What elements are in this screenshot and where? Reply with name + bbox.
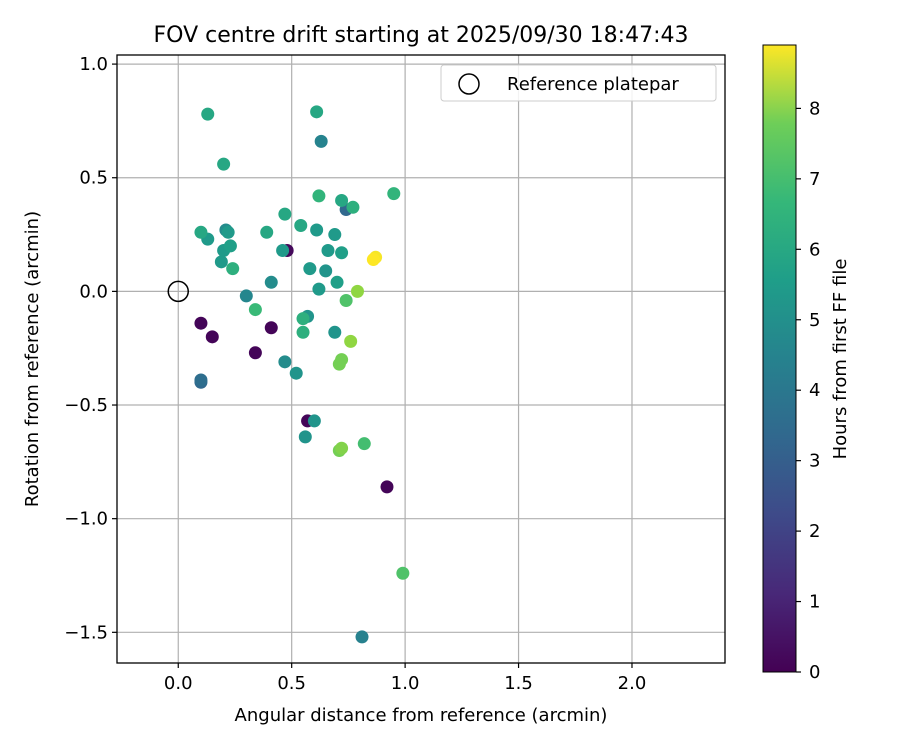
- data-point: [194, 316, 208, 330]
- x-tick-label: 0.5: [277, 673, 306, 694]
- data-point: [221, 225, 235, 239]
- x-tick-label: 1.5: [504, 673, 533, 694]
- y-tick-label: 0.5: [79, 168, 108, 189]
- y-tick-label: 0.0: [79, 281, 108, 302]
- data-point: [248, 303, 262, 317]
- data-point: [321, 243, 335, 257]
- data-point: [289, 366, 303, 380]
- reference-platepar-marker: [167, 280, 190, 303]
- colorbar-ticks: 0 1 2 3 4 5 6 7 8: [796, 98, 820, 683]
- y-tick-label: −1.0: [64, 509, 108, 530]
- x-tick-label: 1.0: [391, 673, 420, 694]
- data-point: [328, 228, 342, 242]
- colorbar-tick-label: 8: [809, 98, 820, 119]
- chart-title: FOV centre drift starting at 2025/09/30 …: [154, 23, 689, 48]
- data-point: [205, 330, 219, 344]
- data-points: [167, 105, 410, 644]
- legend-box: [440, 64, 717, 102]
- data-point: [298, 430, 312, 444]
- data-point: [223, 239, 237, 253]
- data-point: [357, 437, 371, 451]
- data-point: [264, 321, 278, 335]
- colorbar-tick-label: 2: [809, 521, 820, 542]
- colorbar-tick-label: 6: [809, 239, 820, 260]
- data-point: [194, 373, 208, 387]
- data-point: [328, 325, 342, 339]
- colorbar-label: Hours from first FF file: [830, 259, 851, 460]
- x-axis-ticks: 0.0 0.5 1.0 1.5 2.0: [164, 663, 646, 694]
- plot-frame: [116, 54, 726, 664]
- data-point: [278, 355, 292, 369]
- data-point: [335, 193, 349, 207]
- y-tick-label: 1.0: [79, 54, 108, 75]
- colorbar-tick-label: 0: [809, 662, 820, 683]
- data-point: [396, 566, 410, 580]
- y-axis-label: Rotation from reference (arcmin): [22, 211, 43, 507]
- data-point: [296, 312, 310, 326]
- data-point: [217, 157, 231, 171]
- data-point: [332, 357, 346, 371]
- data-point: [350, 284, 364, 298]
- data-point: [310, 223, 324, 237]
- x-tick-label: 0.0: [164, 673, 193, 694]
- x-tick-label: 2.0: [618, 673, 647, 694]
- data-point: [303, 262, 317, 276]
- data-point: [226, 262, 240, 276]
- data-point: [335, 246, 349, 260]
- colorbar-tick-label: 1: [809, 592, 820, 613]
- legend: Reference platepar: [440, 64, 717, 102]
- colorbar-tick-label: 5: [809, 310, 820, 331]
- colorbar-tick-label: 3: [809, 451, 820, 472]
- data-point: [307, 414, 321, 428]
- data-point: [346, 200, 360, 214]
- data-point: [214, 255, 228, 269]
- data-point: [248, 346, 262, 360]
- data-point: [330, 275, 344, 289]
- data-point: [355, 630, 369, 644]
- data-point: [294, 218, 308, 232]
- data-point: [296, 325, 310, 339]
- x-axis-label: Angular distance from reference (arcmin): [235, 705, 608, 726]
- data-point: [339, 293, 353, 307]
- y-tick-label: −1.5: [64, 622, 108, 643]
- data-point: [366, 253, 380, 267]
- colorbar-tick-label: 7: [809, 169, 820, 190]
- data-point: [335, 441, 349, 455]
- data-point: [387, 187, 401, 201]
- data-point: [278, 207, 292, 221]
- y-axis-ticks: −1.5 −1.0 −0.5 0.0 0.5 1.0: [64, 54, 117, 643]
- data-point: [344, 334, 358, 348]
- y-tick-label: −0.5: [64, 395, 108, 416]
- colorbar: [762, 44, 797, 673]
- data-point: [276, 243, 290, 257]
- data-point: [194, 225, 208, 239]
- data-point: [260, 225, 274, 239]
- data-point: [312, 282, 326, 296]
- data-point: [239, 289, 253, 303]
- data-point: [312, 189, 326, 203]
- grid-lines: [117, 55, 725, 663]
- legend-reference-marker: [458, 73, 480, 95]
- data-point: [380, 480, 394, 494]
- legend-entry-label: Reference platepar: [507, 74, 679, 95]
- data-point: [319, 264, 333, 278]
- data-point: [264, 275, 278, 289]
- data-point: [201, 107, 215, 121]
- colorbar-tick-label: 4: [809, 380, 820, 401]
- data-point: [314, 134, 328, 148]
- data-point: [310, 105, 324, 119]
